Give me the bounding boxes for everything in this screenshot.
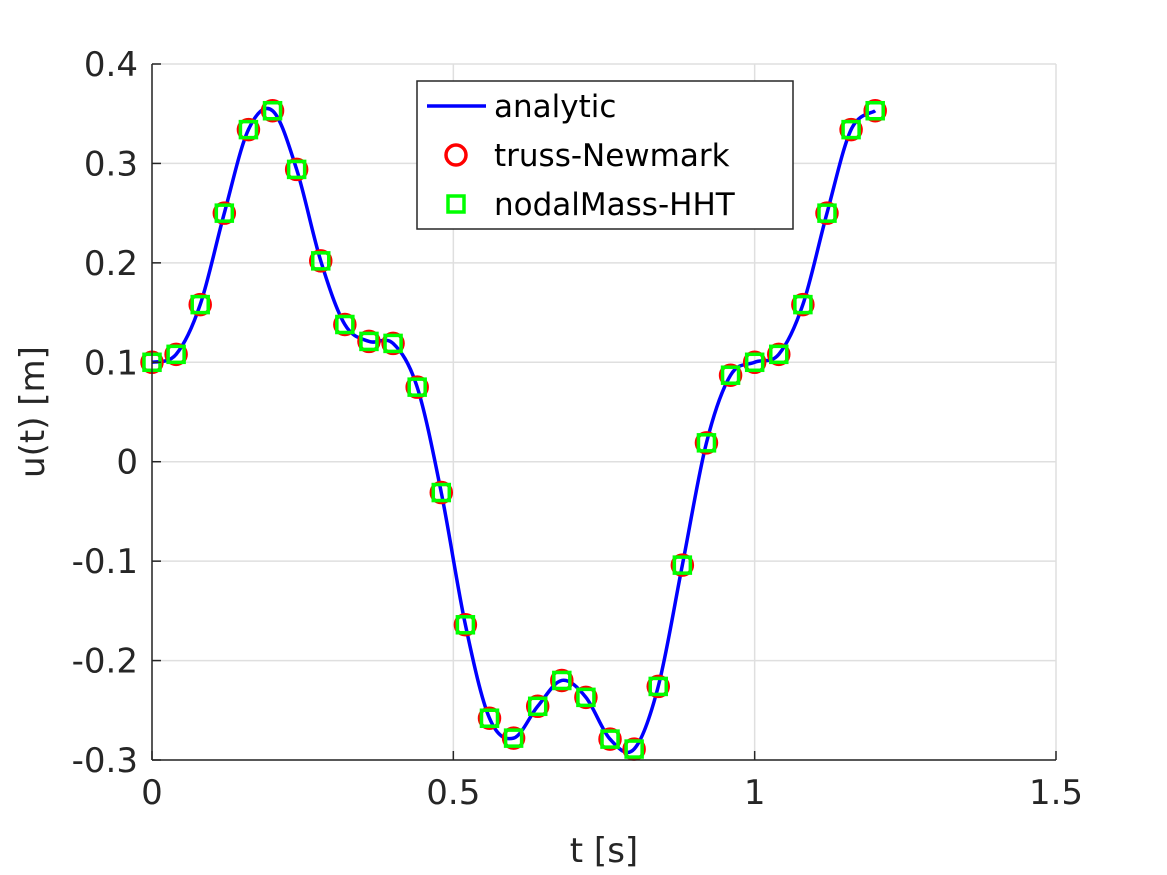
- truss-newmark-point-4: [236, 117, 261, 142]
- y-tick-label-0: -0.3: [72, 741, 138, 781]
- truss-newmark-point-10: [381, 331, 405, 356]
- nodalmass-hht-point-28: [817, 203, 837, 223]
- x-tick-label-0: 0: [141, 773, 163, 813]
- truss-newmark-point-14: [477, 706, 502, 730]
- analytic-line: [151, 106, 877, 755]
- truss-newmark-point-11: [405, 375, 429, 399]
- nodalmass-hht-point-12: [431, 482, 452, 503]
- truss-newmark-point-27: [791, 292, 815, 317]
- nodalmass-hht-point-5: [262, 100, 283, 121]
- nodalmass-hht-point-1: [166, 344, 186, 365]
- truss-newmark-point-25: [742, 350, 767, 375]
- legend-truss-newmark-swatch: [444, 143, 468, 167]
- nodalmass-hht-point-8: [335, 314, 355, 335]
- nodalmass-hht-point-29: [841, 119, 861, 140]
- nodalmass-hht-point-19: [600, 729, 620, 749]
- truss-newmark-point-2: [188, 292, 212, 317]
- truss-newmark-point-3: [212, 201, 237, 225]
- truss-newmark-point-15: [501, 726, 526, 750]
- analytic-curve-layer: [151, 106, 877, 755]
- y-tick-label-2: -0.1: [72, 542, 138, 582]
- truss-newmark-point-24: [718, 363, 743, 387]
- nodalmass-hht-point-6: [286, 159, 307, 180]
- truss-newmark-point-12: [429, 480, 454, 505]
- x-tick-label-2: 1: [744, 773, 766, 813]
- nodalmass-hht-point-23: [696, 433, 717, 453]
- nodalmass-hht-point-16: [527, 696, 548, 717]
- nodalmass-hht-point-11: [407, 377, 427, 397]
- y-tick-label-1: -0.2: [72, 642, 138, 682]
- nodalmass-hht-point-9: [359, 331, 379, 352]
- truss-newmark-point-28: [815, 201, 839, 225]
- nodalmass-hht-point-2: [190, 294, 210, 315]
- truss-newmark-point-30: [863, 98, 887, 123]
- truss-newmark-point-23: [694, 431, 719, 455]
- y-tick-label-5: 0.2: [84, 244, 138, 284]
- nodalmass-hht-point-14: [479, 708, 500, 728]
- legend-truss-newmark-label: truss-Newmark: [494, 138, 730, 174]
- nodalmass-hht-point-24: [720, 365, 741, 385]
- nodalmass-hht-point-27: [793, 294, 813, 315]
- truss-newmark-point-21: [646, 674, 670, 699]
- nodalmass-hht-point-10: [383, 333, 403, 354]
- x-tick-label-3: 1.5: [1029, 773, 1083, 813]
- truss-newmark-point-20: [622, 737, 646, 761]
- legend-nodalmass-hht-label: nodalMass-HHT: [494, 187, 736, 223]
- truss-newmark-point-13: [453, 613, 478, 637]
- legend-nodalmass-hht-swatch: [446, 194, 466, 214]
- y-tick-label-6: 0.3: [84, 144, 138, 184]
- nodalmass-hht-point-15: [503, 728, 524, 748]
- nodalmass-hht-point-13: [455, 615, 476, 635]
- x-axis-label: t [s]: [570, 831, 638, 871]
- truss-newmark-point-16: [525, 694, 550, 719]
- nodalmass-hht-point-7: [310, 251, 331, 271]
- truss-newmark-point-22: [670, 553, 695, 577]
- marker-layer: [140, 98, 887, 761]
- tick-labels: 0 0.5 1 1.5 -0.3 -0.2 -0.1 0 0.1 0.2 0.3 0.4: [72, 45, 1083, 813]
- legend: analytic truss-Newmark nodalMass-HHT: [416, 80, 794, 230]
- axes: [151, 63, 1057, 761]
- x-tick-label-1: 0.5: [426, 773, 480, 813]
- truss-newmark-point-1: [164, 342, 188, 367]
- y-axis-label: u(t) [m]: [13, 346, 53, 478]
- y-tick-label-3: 0: [116, 443, 138, 483]
- truss-newmark-point-8: [333, 312, 357, 337]
- truss-newmark-point-17: [550, 668, 574, 693]
- nodalmass-hht-point-25: [744, 352, 765, 373]
- nodalmass-hht-point-30: [865, 100, 885, 121]
- nodalmass-hht-point-4: [238, 119, 259, 140]
- truss-newmark-point-18: [574, 685, 598, 710]
- y-tick-label-4: 0.1: [84, 343, 138, 383]
- nodalmass-hht-point-22: [672, 555, 693, 575]
- truss-newmark-point-7: [308, 249, 333, 273]
- truss-newmark-point-19: [598, 727, 622, 751]
- nodalmass-hht-point-20: [624, 739, 644, 759]
- nodalmass-hht-point-21: [648, 676, 668, 697]
- nodalmass-hht-point-3: [214, 203, 235, 223]
- legend-analytic-label: analytic: [494, 89, 616, 125]
- nodalmass-hht-point-26: [769, 344, 789, 365]
- nodalmass-hht-point-18: [576, 687, 596, 708]
- truss-newmark-point-5: [260, 98, 285, 123]
- truss-newmark-point-29: [839, 117, 863, 142]
- nodalmass-hht-point-17: [552, 670, 572, 691]
- truss-newmark-point-26: [767, 342, 791, 367]
- y-tick-label-7: 0.4: [84, 45, 138, 85]
- truss-newmark-point-9: [357, 329, 381, 354]
- truss-newmark-point-6: [284, 157, 309, 182]
